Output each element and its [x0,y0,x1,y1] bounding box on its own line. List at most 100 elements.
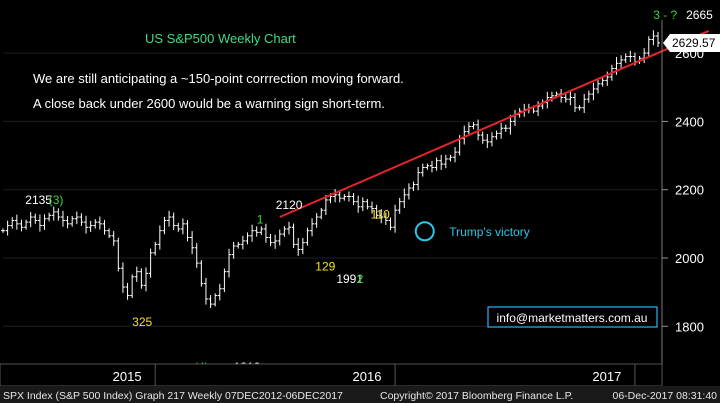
ohlc-bar [628,50,633,63]
ohlc-bar [65,215,70,229]
ohlc-bar [120,262,125,293]
ohlc-bar [619,55,624,69]
ohlc-bar [231,241,236,259]
ohlc-bar [656,31,660,47]
ohlc-bar [448,154,453,162]
ohlc-bar [208,295,213,309]
ohlc-bar [577,105,582,111]
x-tick-label: 2016 [353,369,382,384]
trendline [279,29,710,218]
y-tick-label: 1800 [675,319,704,334]
ohlc-bar [162,216,167,235]
ohlc-bar [199,260,204,287]
ohlc-bar [125,282,130,300]
ohlc-bar [51,206,56,221]
ohlc-bar [439,154,444,170]
annotation-label: 2 [357,272,364,286]
ohlc-bar [277,229,282,246]
ohlc-bar [388,217,393,231]
ohlc-bar [471,122,476,130]
ohlc-bar [485,133,490,149]
ohlc-bar [268,233,273,247]
trendline-layer [279,29,710,218]
ohlc-bar [374,204,379,219]
ohlc-bar [24,219,29,230]
ohlc-bar [379,209,384,224]
ohlc-bar [282,226,287,237]
ohlc-bar [416,166,421,191]
ohlc-bar [333,188,338,203]
ohlc-bar [111,230,116,246]
ohlc-bar [305,227,310,246]
ohlc-bar [397,197,402,214]
ohlc-bar [300,237,305,255]
ohlc-bar [429,160,434,173]
annotation-label: 1991 [336,272,363,286]
annotation-label: 3 - ? [653,8,677,22]
ohlc-bar [194,243,199,268]
annotation-label: 2120 [276,198,303,212]
ohlc-bar [351,193,356,206]
annotation-label: 325 [132,315,152,329]
ohlc-bar [222,268,227,292]
ohlc-bar [346,191,351,202]
y-tick-label: 2000 [675,251,704,266]
ohlc-bar [406,183,411,200]
watermark-text: info@marketmatters.com.au [497,311,648,325]
ohlc-bar [203,277,208,305]
ohlc-bar [250,224,255,242]
trump-victory-circle [414,221,435,242]
ohlc-bar [102,219,107,235]
ohlc-bar [586,90,591,103]
ohlc-bar [370,201,375,214]
note-line-1: We are still anticipating a ~150-point c… [33,71,404,86]
ohlc-bar [10,217,15,229]
footer-copyright: Copyright© 2017 Bloomberg Finance L.P. [380,390,573,402]
annotation-label: (3) [49,193,64,207]
x-axis: 2015 2016 2017 [113,364,636,386]
x-tick-label: 2015 [113,369,142,384]
ohlc-bar [503,124,508,132]
ohlc-bar [56,208,61,221]
ohlc-bar [360,197,365,212]
last-price-flag: 2629.57 [663,34,720,53]
last-price-label: 2629.57 [672,36,716,50]
ohlc-bar [596,79,601,94]
annotation-label: 2135 [25,193,52,207]
ohlc-bar [383,212,388,225]
ohlc-bar [291,223,296,249]
ohlc-bar [33,213,38,224]
ohlc-bar [227,248,232,278]
ohlc-bar [296,237,301,256]
ohlc-bar [37,214,42,232]
ohlc-bar [97,216,102,230]
ohlc-bar [342,194,347,201]
chart-title: US S&P500 Weekly Chart [145,31,296,46]
ohlc-bar [28,211,33,228]
ohlc-bar [480,131,485,144]
ohlc-bar [153,241,158,256]
ohlc-bar [623,53,628,63]
ohlc-bar [453,147,458,163]
ohlc-bar [47,212,52,222]
ohlc-bar [79,213,84,226]
ohlc-bar [508,115,513,135]
annotation-label: 1 [257,212,264,226]
ohlc-bar [171,212,176,231]
ohlc-bar [563,94,568,103]
ohlc-bar [42,214,47,230]
watermark-box [487,306,658,328]
annotation-label: 2665 [686,8,713,22]
annotation-label: 110 [371,207,390,221]
ohlc-bar [259,226,264,236]
ohlc-bar [425,163,430,170]
ohlc-bar [356,195,361,213]
ohlc-bar [572,93,577,113]
ohlc-bar [130,274,135,299]
ohlc-bar [60,210,65,227]
ohlc-bar [217,283,222,301]
ohlc-bar [176,222,181,232]
ohlc-bar [74,211,79,225]
ohlc-bar [600,77,605,87]
